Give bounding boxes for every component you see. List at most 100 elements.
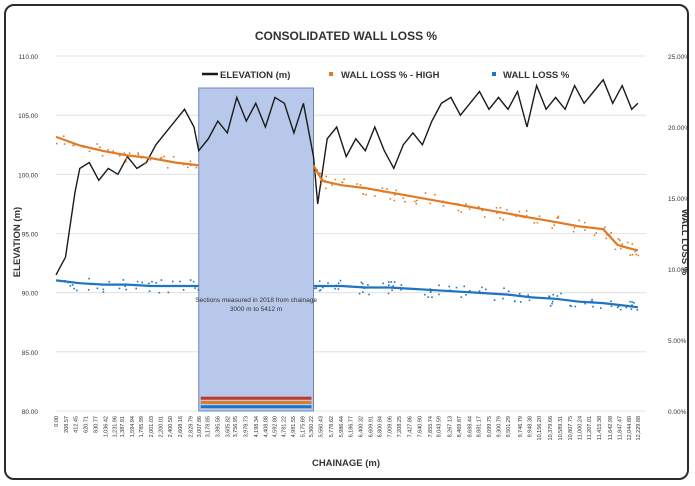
series-marker (622, 246, 625, 248)
x-tick-label: 8,688.44 (467, 416, 473, 437)
series-marker (122, 279, 125, 281)
series-marker (362, 193, 365, 195)
series-marker (393, 199, 396, 202)
series-marker (592, 305, 594, 308)
series-marker (521, 216, 523, 218)
series-marker (67, 281, 70, 284)
series-marker (388, 284, 390, 286)
x-tick-label: 7,208.25 (397, 416, 403, 437)
series-marker (551, 227, 553, 229)
series-line-1 (55, 135, 639, 252)
y2-tick-label: 10.00% (668, 267, 689, 274)
series-marker (590, 300, 592, 303)
x-tick-label: 8,881.17 (477, 416, 483, 437)
series-marker (452, 290, 454, 292)
series-marker (591, 300, 594, 303)
series-marker (603, 228, 605, 230)
y2-tick-label: 5.00% (668, 338, 687, 345)
y-tick-label: 105.00 (18, 113, 38, 120)
series-marker (585, 226, 587, 229)
x-tick-label: 8,267.13 (447, 416, 453, 437)
x-tick-label: 11,642.98 (608, 416, 614, 440)
x-tick-label: 6,609.91 (369, 416, 375, 437)
chart-title: CONSOLIDATED WALL LOSS % (255, 29, 438, 43)
series-marker (547, 219, 550, 222)
series-marker (387, 292, 390, 295)
x-tick-label: 4,781.22 (282, 416, 288, 437)
series-marker (155, 282, 157, 284)
series-marker (526, 214, 528, 217)
series-marker (334, 178, 337, 181)
x-tick-label: 2,608.16 (178, 416, 184, 437)
series-marker (125, 157, 128, 160)
series-layer (55, 78, 640, 311)
series-marker (160, 156, 163, 159)
series-marker (327, 282, 329, 284)
x-tick-label: 620.71 (84, 416, 90, 433)
x-tick-label: 5,778.62 (329, 416, 335, 437)
series-marker (388, 281, 390, 283)
x-tick-label: 1,387.91 (120, 416, 126, 437)
series-marker (96, 143, 98, 145)
series-marker (325, 187, 327, 190)
series-marker (88, 150, 91, 153)
y2-tick-label: 0.00% (668, 409, 687, 416)
series-marker (325, 175, 327, 178)
x-tick-label: 1,785.99 (139, 416, 145, 437)
series-marker (96, 287, 99, 290)
series-marker (194, 287, 196, 289)
series-marker (320, 183, 323, 185)
series-marker (593, 234, 596, 236)
series-marker (557, 215, 560, 218)
series-marker (64, 280, 66, 282)
series-marker (637, 254, 640, 257)
series-marker (631, 253, 634, 256)
series-marker (610, 300, 612, 303)
series-marker (123, 152, 126, 154)
x-tick-label: 11,207.01 (587, 416, 593, 440)
series-marker (485, 288, 487, 291)
series-marker (63, 143, 66, 145)
series-marker (167, 167, 169, 169)
series-marker (143, 284, 146, 287)
series-line-2 (55, 279, 639, 309)
series-marker (477, 205, 480, 208)
series-marker (606, 234, 608, 236)
series-marker (619, 239, 621, 241)
legend-swatch-wall-loss (492, 72, 496, 76)
x-tick-label: 9,948.38 (527, 416, 533, 437)
series-marker (197, 288, 200, 291)
x-tick-label: 1,231.96 (113, 416, 119, 437)
series-marker (62, 135, 65, 137)
x-tick-label: 11,415.38 (597, 416, 603, 440)
series-marker (368, 293, 370, 296)
series-marker (442, 205, 445, 207)
series-marker (429, 288, 432, 290)
series-marker (548, 296, 551, 298)
series-marker (137, 153, 140, 156)
series-marker (400, 289, 402, 291)
series-marker (102, 288, 105, 291)
series-marker (390, 281, 392, 283)
y2-tick-label: 20.00% (668, 125, 689, 132)
x-tick-label: 12,229.88 (636, 416, 642, 440)
y-tick-label: 85.00 (22, 350, 39, 357)
series-marker (172, 155, 175, 158)
series-marker (552, 293, 554, 296)
series-marker (394, 194, 396, 196)
series-marker (460, 211, 462, 213)
series-marker (478, 290, 481, 292)
series-marker (88, 277, 90, 280)
x-tick-label: 412.45 (74, 416, 80, 433)
y-tick-label: 95.00 (22, 232, 39, 239)
series-marker (463, 285, 465, 288)
x-tick-label: 6,186.77 (348, 416, 354, 437)
series-marker (391, 289, 393, 291)
series-marker (556, 217, 559, 219)
series-marker (481, 209, 484, 212)
series-marker (560, 292, 562, 295)
series-marker (331, 184, 333, 186)
series-marker (368, 188, 370, 190)
x-tick-label: 6,800.84 (378, 416, 384, 437)
series-marker (196, 164, 199, 167)
